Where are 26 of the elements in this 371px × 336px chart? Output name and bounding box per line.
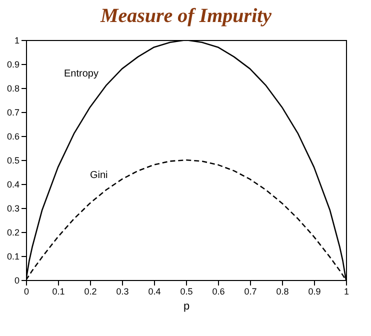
y-tick-label: 0.3 bbox=[6, 204, 20, 214]
x-tick-label: 0.4 bbox=[148, 286, 161, 296]
y-tick-label: 1 bbox=[14, 36, 20, 46]
series-label: Gini bbox=[90, 170, 108, 182]
y-tick-label: 0.8 bbox=[6, 84, 20, 94]
y-tick-label: 0.7 bbox=[6, 108, 20, 118]
x-tick-label: 0.7 bbox=[244, 286, 257, 296]
x-tick-label: 0.6 bbox=[212, 286, 225, 296]
x-tick-label: 0.2 bbox=[84, 286, 97, 296]
series-label: Entropy bbox=[64, 68, 98, 80]
y-tick-label: 0.4 bbox=[6, 180, 20, 190]
y-tick-label: 0 bbox=[14, 276, 20, 286]
chart-title: Measure of Impurity bbox=[99, 5, 272, 27]
y-tick-label: 0.1 bbox=[6, 252, 20, 262]
x-axis-title: p bbox=[183, 300, 190, 312]
x-tick-label: 0 bbox=[24, 286, 30, 296]
x-tick-label: 0.9 bbox=[308, 286, 321, 296]
x-tick-label: 1 bbox=[344, 286, 350, 296]
y-tick-label: 0.5 bbox=[6, 156, 20, 166]
y-tick-label: 0.9 bbox=[6, 60, 20, 70]
y-tick-label: 0.6 bbox=[6, 132, 20, 142]
x-tick-label: 0.1 bbox=[52, 286, 65, 296]
x-tick-label: 0.8 bbox=[276, 286, 289, 296]
x-tick-label: 0.3 bbox=[116, 286, 129, 296]
y-tick-label: 0.2 bbox=[6, 228, 20, 238]
x-tick-label: 0.5 bbox=[180, 286, 193, 296]
